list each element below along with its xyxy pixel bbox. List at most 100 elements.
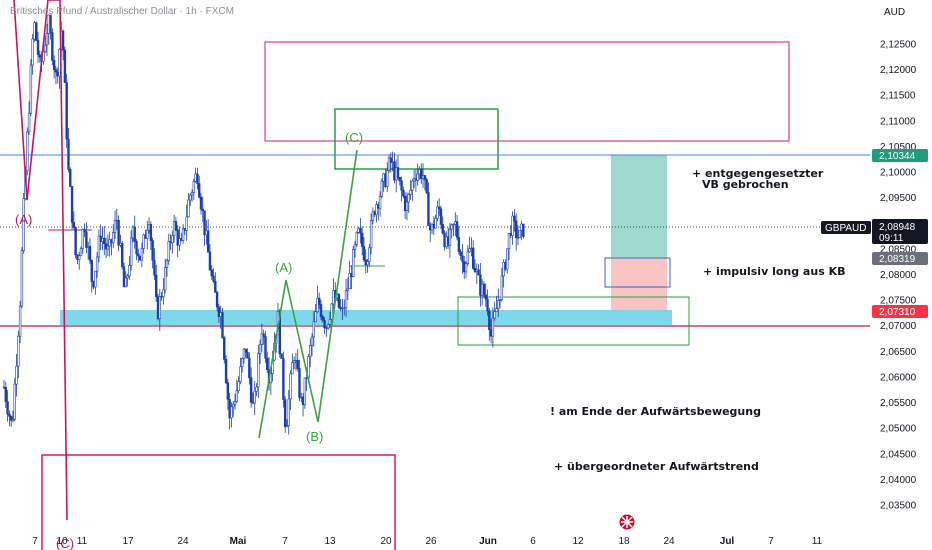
candle-body — [498, 298, 502, 301]
candle-body — [162, 289, 165, 297]
candle-body — [375, 204, 378, 216]
lower-magenta-box — [41, 454, 396, 550]
candle-body — [353, 244, 357, 250]
candle-body — [296, 360, 299, 369]
y-tick-label: 2,10500 — [880, 142, 917, 153]
candle-body — [189, 194, 192, 201]
candle-body — [176, 229, 179, 246]
candle-body — [230, 406, 233, 419]
candle-body — [258, 344, 262, 355]
candle-body — [201, 208, 204, 212]
x-tick-label: 24 — [663, 536, 675, 547]
candle-body — [314, 311, 317, 323]
x-tick-label: 17 — [122, 536, 134, 547]
candle-body — [74, 227, 77, 256]
candle-body — [369, 220, 373, 249]
candle-body — [366, 261, 369, 266]
candle-body — [224, 359, 228, 384]
candle-body — [124, 277, 127, 288]
x-tick-label: 7 — [32, 536, 38, 547]
candle-body — [29, 64, 33, 114]
candle-body — [133, 226, 136, 242]
candle-body — [106, 245, 110, 250]
wave-label-a-magenta: (A) — [15, 212, 32, 227]
candle-body — [264, 336, 267, 359]
candle-body — [309, 345, 312, 357]
y-tick-label: 2,04000 — [880, 475, 917, 486]
candle-body — [242, 348, 246, 360]
candle-body — [215, 292, 219, 308]
candle-body — [495, 308, 498, 312]
entry-box — [604, 257, 671, 288]
candle-body — [493, 311, 496, 319]
candle-body — [61, 30, 65, 51]
candle-body — [283, 399, 287, 428]
annotation-vb-broken: VB gebrochen — [702, 178, 789, 191]
candle-body — [26, 131, 29, 172]
time-axis[interactable]: 7 10 11 17 24 Mai 7 13 20 26 Jun 6 12 18 24 Jul 7 11 — [32, 536, 822, 547]
y-tick-label: 2,05500 — [880, 398, 917, 409]
candle-body — [51, 32, 54, 61]
annotation-impulsive-long: + impulsiv long aus KB — [703, 265, 845, 278]
x-tick-label: Mai — [230, 536, 247, 547]
candle-body — [13, 383, 16, 420]
candle-body — [287, 398, 290, 426]
candle-body — [321, 316, 324, 321]
uk-flag-icon[interactable] — [618, 513, 636, 531]
candle-body — [280, 353, 283, 359]
magenta-wave-line — [13, 0, 68, 521]
candle-body — [262, 333, 265, 337]
candle-body — [206, 230, 210, 253]
candle-body — [407, 194, 410, 203]
candle-body — [380, 180, 384, 197]
candle-body — [278, 310, 281, 355]
candle-body — [389, 157, 393, 163]
currency-label: AUD — [884, 7, 905, 18]
wave-label-b-green: (B) — [306, 429, 323, 444]
x-tick-label: 11 — [812, 536, 823, 547]
candle-body — [113, 220, 117, 233]
candle-body — [117, 219, 120, 246]
candle-body — [128, 265, 131, 277]
candle-body — [240, 358, 244, 368]
candle-body — [436, 206, 439, 219]
candle-body — [6, 401, 9, 415]
candle-body — [457, 237, 461, 252]
candle-body — [223, 337, 226, 360]
candle-body — [488, 310, 491, 330]
candle-body — [146, 229, 149, 239]
candle-body — [85, 231, 88, 248]
countdown-text: 09:11 — [879, 233, 904, 244]
y-tick-label: 2,06000 — [880, 372, 917, 383]
candle-body — [507, 233, 511, 250]
candle-body — [400, 180, 403, 191]
candle-body — [282, 358, 285, 400]
price-axis[interactable]: 2,12500 2,12000 2,11500 2,11000 2,10500 2,100… — [880, 40, 917, 512]
candle-body — [420, 169, 423, 180]
candle-body — [516, 237, 520, 239]
candle-body — [464, 263, 468, 273]
candle-body — [8, 413, 11, 417]
candle-body — [153, 260, 156, 276]
candle-body — [158, 296, 162, 320]
annotation-end-of-move: ! am Ende der Aufwärtsbewegung — [550, 405, 761, 418]
candle-body — [452, 223, 455, 226]
candle-body — [135, 240, 138, 255]
candle-body — [95, 256, 99, 272]
x-tick-label: Jul — [720, 536, 735, 547]
candle-body — [387, 157, 391, 171]
candle-body — [97, 235, 101, 258]
candles-group — [2, 14, 525, 435]
candle-body — [368, 247, 371, 262]
stop-zone — [611, 257, 667, 310]
candle-body — [235, 390, 239, 402]
candle-body — [140, 248, 144, 261]
candle-body — [355, 232, 358, 245]
candle-body — [36, 40, 40, 56]
candle-body — [214, 280, 217, 293]
candle-body — [83, 229, 86, 233]
candle-body — [126, 275, 129, 279]
x-tick-label: 26 — [425, 536, 437, 547]
upper-level-tag-bg — [872, 149, 928, 162]
